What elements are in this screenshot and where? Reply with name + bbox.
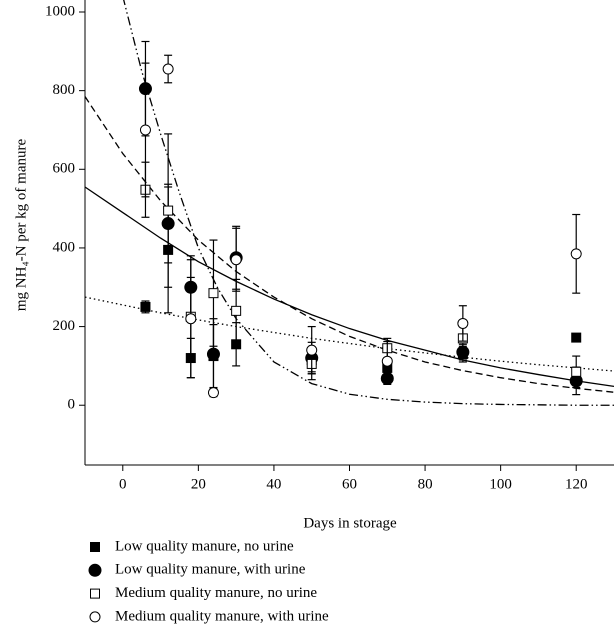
legend-label: Medium quality manure, with urine — [115, 608, 329, 624]
legend-label: Low quality manure, no urine — [115, 538, 294, 554]
y-axis-label: mg NH₄-N per kg of manure — [13, 139, 29, 312]
legend-marker — [90, 588, 100, 599]
point — [162, 63, 174, 75]
fit-curve — [85, 296, 614, 372]
x-tick-label: 80 — [418, 476, 433, 492]
point — [457, 317, 469, 329]
point — [571, 332, 582, 343]
y-tick-label: 0 — [68, 397, 76, 413]
fit-curve — [85, 186, 614, 387]
x-tick-label: 0 — [119, 476, 127, 492]
point — [140, 301, 151, 312]
y-tick-label: 800 — [53, 82, 76, 98]
legend-label: Medium quality manure, no urine — [115, 585, 317, 601]
point — [571, 366, 582, 377]
y-tick-label: 400 — [53, 239, 76, 255]
y-tick-label: 1000 — [45, 3, 75, 19]
point — [230, 254, 242, 266]
point — [185, 313, 197, 325]
point — [163, 205, 174, 216]
legend-marker — [89, 611, 101, 623]
legend-marker — [88, 563, 102, 577]
point — [207, 387, 219, 399]
point — [206, 347, 220, 361]
y-tick-label: 200 — [53, 318, 76, 334]
x-tick-label: 20 — [191, 476, 206, 492]
point — [381, 355, 393, 367]
fit-curve — [85, 96, 614, 393]
point — [570, 248, 582, 260]
y-tick-label: 600 — [53, 161, 76, 177]
legend-marker — [90, 542, 100, 552]
x-tick-label: 100 — [489, 476, 512, 492]
point — [306, 344, 318, 356]
point — [231, 305, 242, 316]
x-axis-label: Days in storage — [303, 515, 397, 531]
x-tick-label: 60 — [342, 476, 357, 492]
point — [208, 288, 219, 299]
fit-curves — [85, 0, 614, 406]
x-tick-label: 120 — [565, 476, 588, 492]
legend-label: Low quality manure, with urine — [115, 562, 306, 578]
point — [139, 124, 151, 136]
x-tick-label: 40 — [266, 476, 281, 492]
fit-curve — [123, 0, 614, 406]
